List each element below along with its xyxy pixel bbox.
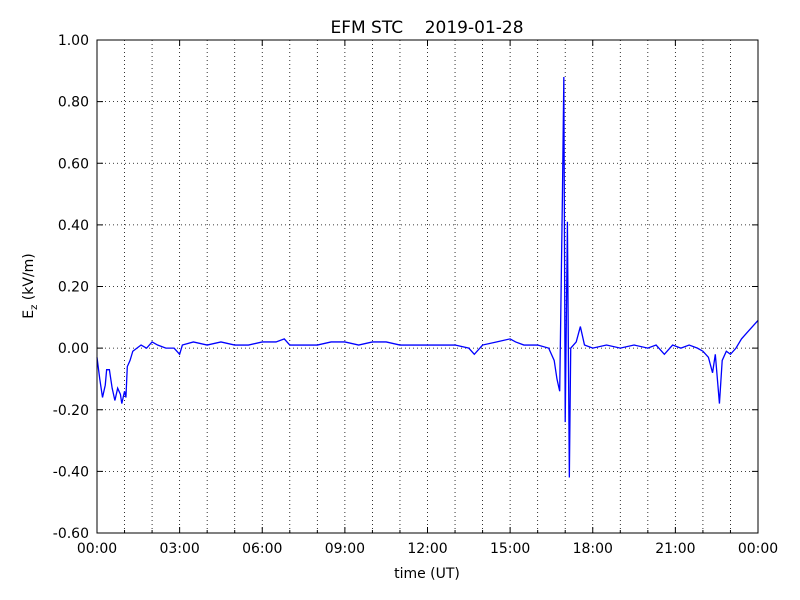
- x-tick-label: 00:00: [738, 541, 778, 557]
- x-tick-label: 09:00: [325, 541, 365, 557]
- x-axis-label: time (UT): [394, 566, 460, 582]
- y-tick-label: 0.40: [58, 218, 89, 234]
- x-tick-label: 03:00: [159, 541, 199, 557]
- x-tick-label: 18:00: [573, 541, 613, 557]
- x-tick-label: 15:00: [490, 541, 530, 557]
- x-tick-label: 06:00: [242, 541, 282, 557]
- y-label-sub: z: [29, 305, 40, 310]
- y-tick-label: 0.20: [58, 280, 89, 296]
- x-tick-label: 12:00: [407, 541, 447, 557]
- y-tick-label: 0.00: [58, 341, 89, 357]
- y-tick-label: 1.00: [58, 33, 89, 49]
- y-tick-label: -0.20: [53, 403, 89, 419]
- x-tick-label: 00:00: [77, 541, 117, 557]
- y-label-unit: (kV/m): [21, 253, 37, 304]
- y-tick-label: -0.40: [53, 464, 89, 480]
- y-label-main: E: [21, 310, 37, 319]
- y-axis-label: Ez (kV/m): [21, 253, 40, 319]
- y-tick-label: -0.60: [53, 526, 89, 542]
- y-tick-label: 0.60: [58, 156, 89, 172]
- data-line: [96, 76, 759, 478]
- chart-title: EFM STC 2019-01-28: [330, 18, 523, 38]
- plot-frame: [96, 39, 759, 534]
- y-tick-label: 0.80: [58, 95, 89, 111]
- x-tick-label: 21:00: [655, 541, 695, 557]
